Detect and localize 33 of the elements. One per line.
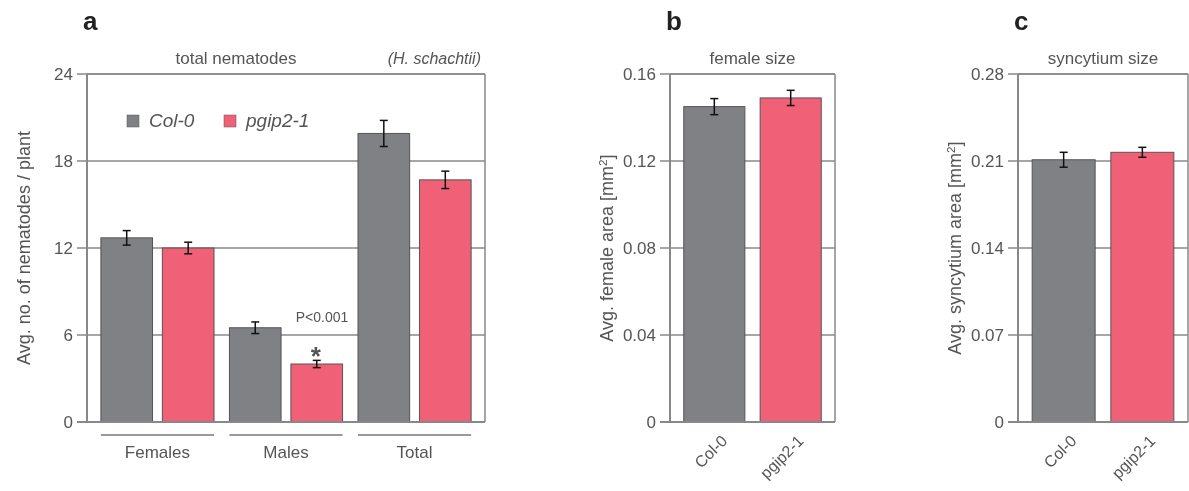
bar: [290, 363, 344, 423]
y-tick-label: 0.14: [970, 238, 1004, 258]
y-tick-label: 0.07: [970, 325, 1004, 345]
y-tick-label: 0: [63, 412, 73, 432]
chart-title: c: [1014, 6, 1029, 36]
y-tick-label: 0.28: [970, 64, 1004, 84]
y-tick-label: 0.04: [622, 325, 656, 345]
chart-subtitle: female size: [709, 49, 796, 68]
chart-subtitle: syncytium size: [1047, 49, 1159, 68]
x-tick-label: Total: [396, 443, 433, 462]
bar: [418, 179, 472, 423]
x-tick-label: Females: [124, 443, 191, 462]
x-tick-label: Males: [263, 443, 309, 462]
annotation: *: [310, 340, 322, 371]
y-tick-label: 0: [994, 412, 1004, 432]
y-axis-title: Avg. no. of nematodes / plant: [14, 131, 34, 365]
y-tick-label: 0.16: [622, 64, 656, 84]
bar: [161, 247, 215, 423]
y-tick-label: 18: [54, 151, 73, 171]
chart-title: a: [83, 6, 98, 36]
y-tick-label: 0: [646, 412, 656, 432]
legend-label: Col-0: [149, 110, 195, 131]
y-tick-label: 24: [54, 64, 73, 84]
chart-title: b: [666, 6, 682, 36]
y-tick-label: 0.08: [622, 238, 656, 258]
legend-label: pgip2-1: [245, 110, 310, 131]
y-tick-label: 6: [63, 325, 73, 345]
y-tick-label: 0.12: [622, 151, 656, 171]
text: (H. schachtii): [387, 50, 481, 67]
y-tick-label: 0.21: [970, 151, 1004, 171]
y-tick-label: 12: [54, 238, 73, 258]
annotation: P<0.001: [295, 309, 349, 325]
chart-subtitle: total nematodes: [175, 49, 297, 68]
